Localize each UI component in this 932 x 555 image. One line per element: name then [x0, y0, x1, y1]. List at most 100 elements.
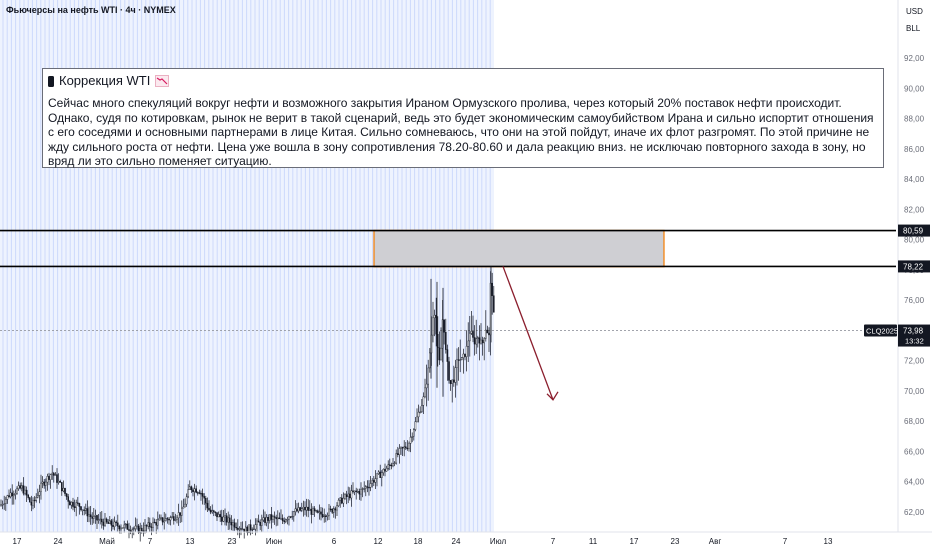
candle-down — [216, 512, 218, 518]
candle-down — [464, 353, 466, 357]
candle-up — [152, 521, 154, 528]
candle-up — [244, 526, 247, 532]
x-tick-label: Авг — [709, 537, 722, 546]
candle-down — [195, 488, 198, 493]
candle-up — [121, 527, 124, 529]
candle-down — [406, 447, 409, 449]
candle-down — [126, 523, 129, 530]
candle-up — [254, 524, 257, 530]
candle-up — [326, 515, 329, 517]
candle-up — [337, 500, 340, 506]
symbol-title[interactable]: Фьючерсы на нефть WTI · 4ч · NYMEX — [6, 5, 176, 15]
candle-up — [132, 528, 135, 530]
candle-up — [81, 509, 84, 511]
x-tick-label: 18 — [414, 537, 423, 546]
candle-up — [16, 488, 18, 494]
candle-up — [400, 447, 402, 449]
candle-up — [169, 517, 172, 521]
candle-up — [124, 523, 127, 526]
candle-up — [45, 481, 47, 486]
candle-up — [409, 437, 412, 444]
candle-up — [188, 486, 191, 490]
x-tick-label: 12 — [374, 537, 383, 546]
candle-down — [445, 332, 447, 350]
x-tick-label: 13 — [186, 537, 195, 546]
candle-up — [227, 517, 230, 523]
candle-up — [17, 485, 20, 489]
candle-up — [134, 525, 137, 529]
candle-down — [488, 332, 490, 336]
candle-up — [21, 485, 23, 489]
candle-up — [163, 520, 166, 523]
y-tick-label: 84,00 — [904, 175, 925, 184]
candle-up — [432, 317, 434, 336]
candle-up — [339, 497, 342, 501]
candle-down — [443, 319, 446, 333]
candle-up — [433, 314, 436, 319]
candle-down — [235, 527, 238, 529]
candle-up — [377, 471, 380, 474]
candle-down — [267, 517, 270, 521]
y-tick-label: 88,00 — [904, 115, 925, 124]
candle-down — [493, 295, 495, 313]
candle-up — [465, 346, 468, 357]
candle-up — [24, 489, 26, 494]
x-tick-label: Июн — [266, 537, 282, 546]
candle-down — [283, 520, 286, 523]
candle-up — [470, 331, 473, 334]
currency-label[interactable]: USD — [906, 7, 923, 16]
candle-down — [473, 337, 476, 345]
candle-down — [201, 493, 204, 497]
candle-down — [220, 516, 223, 522]
countdown-timer: 13:32 — [905, 337, 924, 346]
candle-down — [102, 521, 105, 526]
candle-up — [211, 510, 214, 513]
candle-up — [429, 352, 431, 369]
candle-up — [323, 515, 326, 517]
x-tick-label: 17 — [630, 537, 639, 546]
candle-up — [462, 353, 465, 358]
y-tick-label: 66,00 — [904, 447, 925, 456]
candle-up — [120, 527, 122, 530]
candle-down — [105, 518, 108, 523]
candle-down — [289, 516, 292, 518]
candle-down — [355, 490, 358, 492]
candle-down — [150, 526, 153, 528]
candle-up — [451, 379, 454, 384]
candle-up — [421, 405, 423, 413]
candle-down — [112, 525, 114, 527]
level-price-tag — [898, 224, 930, 237]
candle-down — [128, 529, 130, 531]
candle-down — [329, 508, 332, 510]
candle-up — [269, 514, 271, 521]
candle-up — [485, 329, 487, 339]
candle-down — [56, 474, 58, 483]
candle-down — [22, 485, 25, 494]
candle-down — [481, 339, 484, 344]
candle-down — [53, 472, 55, 476]
candle-up — [328, 508, 330, 516]
x-tick-label: 11 — [589, 537, 598, 546]
candle-down — [341, 497, 343, 504]
candle-up — [123, 524, 125, 528]
candle-down — [179, 512, 182, 516]
candle-up — [256, 520, 258, 525]
candle-down — [321, 514, 324, 517]
candle-up — [312, 508, 314, 515]
candle-up — [108, 520, 111, 524]
candle-down — [325, 515, 327, 517]
candle-up — [280, 518, 282, 520]
candle-up — [238, 528, 241, 530]
candle-up — [104, 518, 106, 526]
level-price-tag — [898, 260, 930, 273]
mobile-phone-icon — [48, 75, 54, 87]
candle-down — [96, 515, 98, 521]
candle-down — [317, 510, 319, 513]
candle-up — [387, 464, 390, 469]
candle-down — [345, 494, 348, 497]
candle-down — [148, 522, 151, 527]
candle-down — [405, 446, 407, 449]
x-tick-label: Июл — [490, 537, 507, 546]
x-tick-label: 7 — [783, 537, 788, 546]
candle-up — [347, 493, 350, 497]
